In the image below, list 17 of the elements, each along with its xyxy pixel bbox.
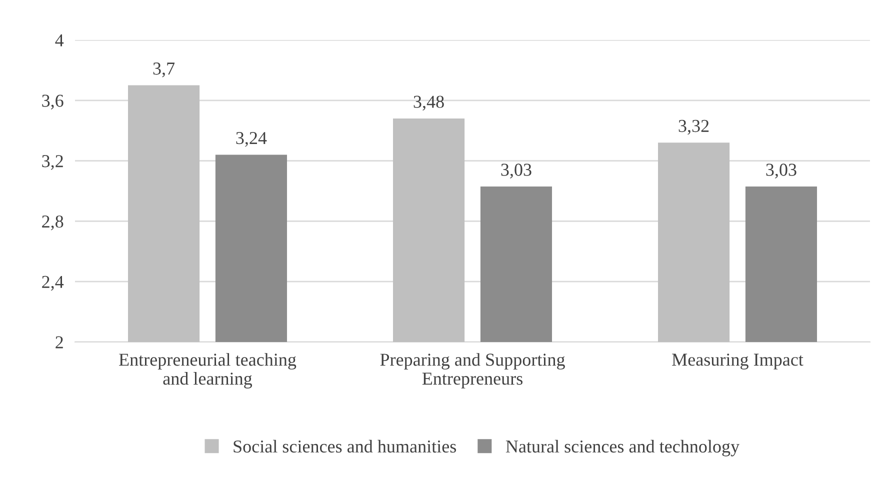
data-label: 3,03 [501, 164, 532, 178]
data-label: 3,32 [678, 120, 709, 135]
data-label: 3,03 [766, 164, 796, 178]
data-label: 3,24 [236, 132, 267, 147]
y-tick-label: 3,2 [42, 155, 63, 170]
x-tick-label: Entrepreneurial teaching and learning [119, 353, 296, 388]
data-label: 3,48 [414, 96, 444, 111]
x-tick-label: Preparing and Supporting Entrepreneurs [380, 353, 565, 388]
y-tick-label: 3,6 [42, 94, 64, 110]
data-label: 3,7 [153, 62, 175, 78]
y-tick-label: 4 [55, 34, 64, 46]
y-tick-label: 2 [56, 336, 63, 348]
legend-label: Natural sciences and technology [506, 440, 740, 456]
x-tick-label: Measuring Impact [672, 354, 804, 370]
y-tick-label: 2,4 [42, 276, 64, 291]
legend-label: Social sciences and humanities [234, 440, 456, 453]
y-tick-label: 2,8 [42, 215, 64, 230]
